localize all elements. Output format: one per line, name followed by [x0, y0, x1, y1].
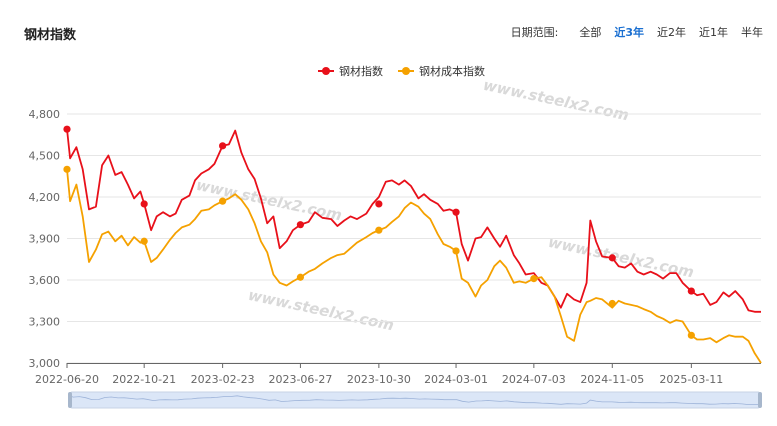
range-option-1y[interactable]: 近1年	[699, 26, 728, 39]
x-tick-label: 2024-03-01	[424, 373, 488, 386]
watermark-text: www.steelx2.com	[247, 286, 396, 334]
range-option-2y[interactable]: 近2年	[657, 26, 686, 39]
series-marker	[63, 165, 71, 173]
series-marker	[687, 287, 695, 295]
y-axis-ticks: 3,000 3,300 3,600 3,900 4,200 4,500 4,800	[29, 108, 61, 370]
watermark-text: www.steelx2.com	[547, 233, 696, 281]
x-tick-label: 2023-06-27	[268, 373, 332, 386]
y-tick-label: 3,300	[29, 316, 61, 329]
series-marker	[63, 125, 71, 133]
series-line-1	[66, 169, 762, 364]
range-option-3y[interactable]: 近3年	[614, 26, 644, 39]
range-option-half-year[interactable]: 半年	[741, 26, 763, 39]
series-marker	[687, 331, 695, 339]
y-tick-label: 4,200	[29, 191, 61, 204]
series-marker	[296, 273, 305, 281]
legend-swatch-dot	[322, 67, 330, 75]
series-marker	[608, 299, 616, 308]
range-option-all[interactable]: 全部	[579, 26, 602, 39]
y-tick-label: 3,600	[29, 274, 61, 287]
y-tick-label: 4,500	[29, 150, 61, 163]
x-tick-label: 2022-10-21	[112, 373, 176, 386]
x-tick-label: 2023-02-23	[191, 373, 255, 386]
series-marker	[219, 197, 227, 205]
series-marker	[375, 226, 383, 234]
zoom-handle-right	[758, 392, 762, 408]
y-tick-label: 3,000	[29, 357, 61, 370]
x-tick-label: 2022-06-20	[35, 373, 99, 386]
series-line-0	[66, 129, 761, 313]
legend-label: 钢材成本指数	[419, 64, 485, 78]
series-marker	[530, 275, 538, 283]
legend-swatch-dot	[402, 67, 410, 75]
zoom-handle-left	[68, 392, 72, 408]
watermark-layer: www.steelx2.com www.steelx2.com www.steelx…	[195, 76, 696, 334]
data-zoom-slider[interactable]	[68, 391, 762, 409]
x-tick-label: 2024-07-03	[502, 373, 566, 386]
series-marker	[375, 200, 383, 208]
series-marker	[452, 208, 460, 216]
x-axis-ticks: 2022-06-20 2022-10-21 2023-02-23 2023-06-27…	[35, 363, 761, 386]
chart-title: 钢材指数	[24, 28, 77, 43]
date-range-label: 日期范围:	[510, 26, 559, 39]
y-tick-label: 4,800	[29, 108, 61, 121]
x-tick-label: 2024-11-05	[580, 373, 644, 386]
series-lines	[66, 129, 762, 364]
series-marker	[452, 247, 460, 255]
series-markers	[63, 125, 695, 339]
series-marker	[140, 237, 148, 245]
zoom-preview-line	[69, 395, 760, 405]
legend[interactable]: 钢材指数 钢材成本指数	[318, 64, 485, 78]
x-tick-label: 2023-10-30	[347, 373, 411, 386]
series-marker	[219, 142, 227, 150]
series-marker	[296, 221, 305, 229]
watermark-text: www.steelx2.com	[482, 76, 631, 124]
date-range-selector: 日期范围: 全部 近3年 近2年 近1年 半年	[511, 24, 763, 40]
y-tick-label: 3,900	[29, 233, 61, 246]
series-marker	[140, 200, 148, 208]
x-tick-label: 2025-03-11	[659, 373, 723, 386]
legend-label: 钢材指数	[339, 64, 383, 78]
series-marker	[608, 254, 616, 262]
